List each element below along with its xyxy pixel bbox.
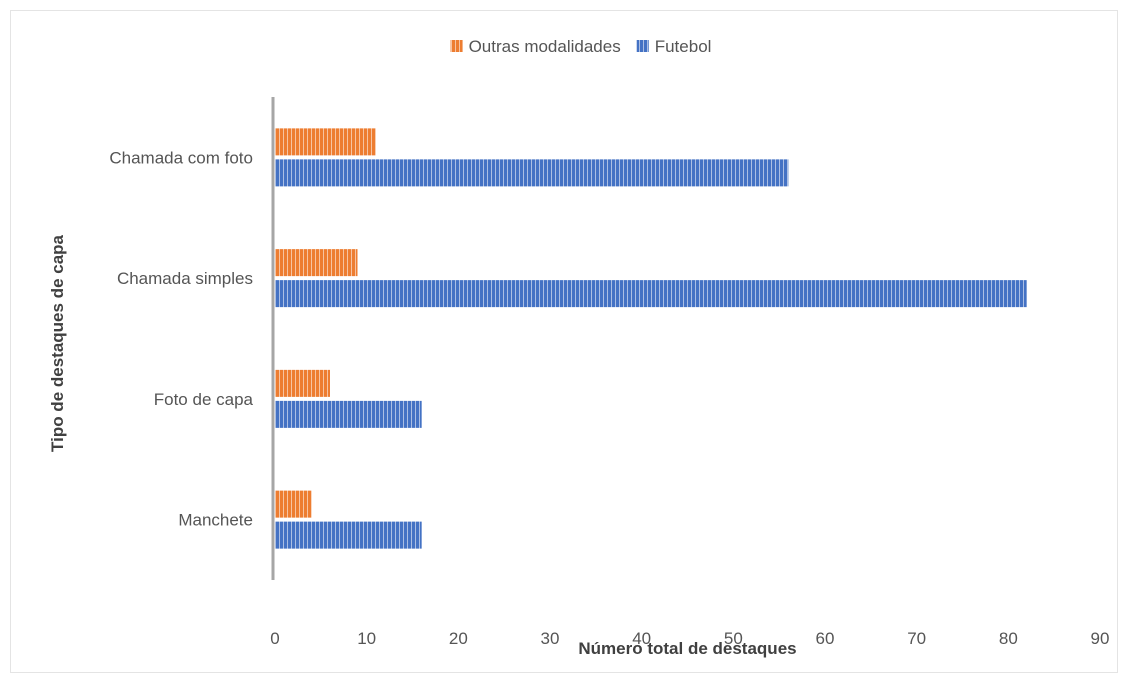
legend: Outras modalidades Futebol — [450, 37, 712, 56]
x-axis-title: Número total de destaques — [578, 639, 796, 658]
x-tick-labels: 0 10 20 30 40 50 60 70 80 90 — [270, 629, 1109, 648]
bar-outras-modalidades-1 — [275, 128, 376, 156]
bars-group — [275, 128, 1027, 549]
x-tick-label: 50 — [724, 629, 743, 648]
bar-outras-modalidades-4 — [275, 490, 312, 518]
x-tick-label: 10 — [357, 629, 376, 648]
y-axis-title: Tipo de destaques de capa — [48, 234, 67, 452]
category-label: Chamada com foto — [109, 148, 253, 167]
x-tick-label: 60 — [816, 629, 835, 648]
category-label: Chamada simples — [117, 269, 253, 288]
chart-frame — [10, 10, 1118, 673]
x-tick-label: 80 — [999, 629, 1018, 648]
legend-swatch-1 — [450, 40, 463, 52]
legend-swatch-2 — [636, 40, 649, 52]
x-tick-label: 40 — [632, 629, 651, 648]
bar-futebol-1 — [275, 159, 789, 187]
bar-outras-modalidades-2 — [275, 249, 358, 277]
bar-outras-modalidades-3 — [275, 369, 330, 397]
x-tick-label: 90 — [1091, 629, 1110, 648]
x-tick-label: 30 — [541, 629, 560, 648]
bar-futebol-3 — [275, 400, 422, 428]
x-tick-label: 70 — [907, 629, 926, 648]
legend-label-1: Outras modalidades — [469, 37, 621, 56]
x-tick-label: 20 — [449, 629, 468, 648]
legend-label-2: Futebol — [655, 37, 712, 56]
bar-futebol-4 — [275, 521, 422, 549]
category-labels: Chamada com foto Chamada simples Foto de c… — [109, 148, 253, 529]
category-label: Manchete — [178, 511, 253, 530]
x-tick-label: 0 — [270, 629, 279, 648]
category-label: Foto de capa — [154, 390, 254, 409]
bar-futebol-2 — [275, 280, 1027, 308]
